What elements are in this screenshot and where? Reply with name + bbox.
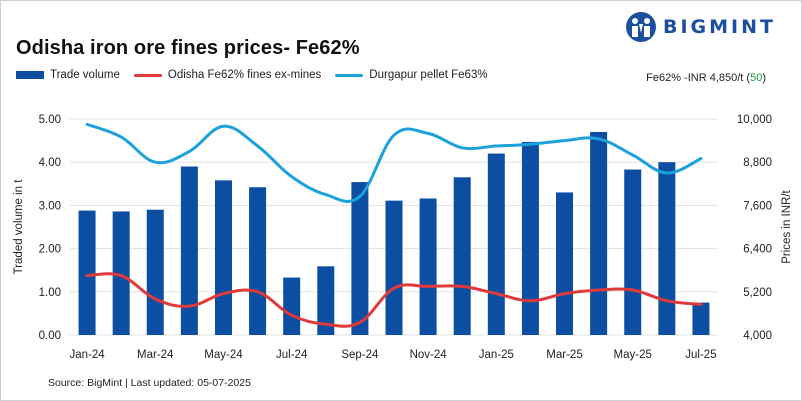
x-tick-label: Jul-25 (685, 349, 716, 361)
bar-trade-volume-Sep-24 (351, 182, 369, 335)
legend-swatch-odisha (133, 73, 162, 77)
line-series (85, 122, 703, 328)
x-tick-label: Sep-24 (341, 349, 379, 361)
y-left-tick-label: 5.00 (39, 114, 61, 126)
bar-trade-volume-May-24 (214, 180, 232, 335)
line-durgapur-pellet (85, 122, 703, 203)
x-tick-label: Mar-24 (137, 349, 174, 361)
bar-series (78, 131, 710, 335)
x-tick-label: May-25 (614, 349, 652, 361)
price-note: Fe62% -INR 4,850/t (50) (646, 72, 766, 84)
bar-trade-volume-Jul-25 (692, 302, 710, 335)
x-tick-label: May-24 (204, 349, 243, 361)
bar-trade-volume-Apr-25 (590, 131, 608, 335)
y-left-tick-label: 4.00 (39, 157, 61, 169)
source-note: Source: BigMint | Last updated: 05-07-20… (48, 377, 251, 389)
y-axis-right-title: Prices in INR/t (781, 189, 793, 263)
bigmint-logo-icon (626, 12, 656, 42)
chart-title: Odisha iron ore fines prices- Fe62% (16, 37, 360, 59)
bar-trade-volume-Mar-24 (146, 209, 164, 335)
price-note-suffix: ) (762, 72, 766, 84)
y-right-tick-label: 4,000 (743, 330, 772, 342)
bar-trade-volume-Jan-24 (78, 210, 96, 335)
legend-swatch-trade-volume (16, 71, 44, 79)
bar-trade-volume-Feb-24 (112, 211, 130, 335)
bar-trade-volume-Jan-25 (487, 153, 505, 335)
y-right-tick-label: 7,600 (743, 200, 772, 212)
bar-trade-volume-Nov-24 (419, 198, 437, 335)
legend-label-durgapur: Durgapur pellet Fe63% (369, 69, 488, 81)
bar-trade-volume-May-25 (624, 169, 642, 335)
y-left-tick-label: 3.00 (39, 200, 61, 212)
bar-trade-volume-Oct-24 (385, 200, 403, 335)
line-odisha-fines (85, 272, 703, 328)
y-left-tick-label: 2.00 (39, 244, 61, 256)
y-right-tick-label: 8,800 (743, 157, 772, 169)
brand-name: BIGMINT (663, 16, 776, 38)
bar-trade-volume-Aug-24 (317, 266, 335, 335)
bar-trade-volume-Dec-24 (453, 177, 471, 335)
x-tick-label: Jan-24 (69, 349, 105, 361)
legend-item-odisha: Odisha Fe62% fines ex-mines (133, 69, 322, 81)
legend-item-trade-volume: Trade volume (16, 69, 120, 81)
x-tick-label: Mar-25 (546, 349, 582, 361)
x-tick-label: Jul-24 (276, 349, 308, 361)
bar-trade-volume-Feb-25 (521, 141, 539, 335)
y-axis-left-title: Traded volume in t (13, 179, 25, 275)
y-left-tick-label: 0.00 (39, 330, 61, 342)
y-right-tick-label: 10,000 (737, 114, 772, 126)
bar-trade-volume-Jul-24 (283, 277, 301, 335)
price-note-prefix: Fe62% -INR 4,850/t ( (646, 72, 751, 84)
tick-labels: 0.00 1.00 2.00 3.00 4.00 5.00 4,000 5,200 6,400 7… (39, 114, 772, 361)
y-right-tick-label: 6,400 (743, 244, 772, 256)
bar-trade-volume-Mar-25 (556, 192, 574, 335)
bar-trade-volume-Jun-24 (249, 187, 267, 335)
brand-logo: BIGMINT (625, 10, 776, 44)
y-left-tick-label: 1.00 (39, 287, 61, 299)
legend-item-durgapur: Durgapur pellet Fe63% (335, 69, 488, 81)
bar-trade-volume-Apr-24 (180, 166, 198, 335)
y-right-tick-label: 5,200 (743, 287, 772, 299)
legend-label-trade-volume: Trade volume (50, 69, 120, 81)
price-note-change: 50 (750, 72, 763, 84)
x-tick-label: Nov-24 (410, 349, 448, 361)
legend-label-odisha: Odisha Fe62% fines ex-mines (167, 69, 322, 81)
chart-legend: Trade volume Odisha Fe62% fines ex-mines… (16, 69, 502, 81)
bar-trade-volume-Jun-25 (658, 162, 676, 335)
x-tick-label: Jan-25 (479, 349, 514, 361)
legend-swatch-durgapur (335, 73, 364, 77)
